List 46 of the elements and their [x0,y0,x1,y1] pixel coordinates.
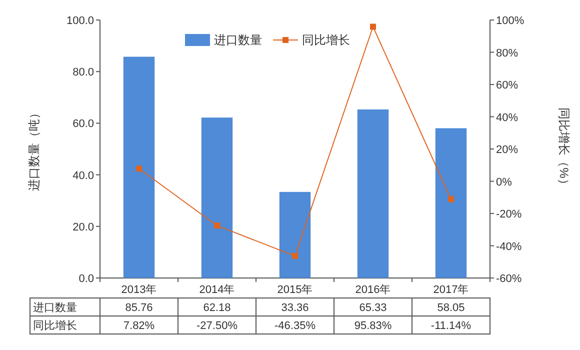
point [292,252,298,259]
y2-tick-label: 20% [496,144,518,156]
bar [357,109,389,278]
y-tick-label: 40.0 [72,170,94,182]
bar [435,128,467,278]
y-tick-label: 60.0 [72,118,94,130]
legend-label: 同比增长 [302,33,350,47]
text: 进口数量 [33,302,77,314]
y2-tick-label: 80% [496,47,518,60]
data-label: 58.05 [437,302,465,314]
data-label: 33.36 [281,302,309,314]
data-label: 65.33 [359,302,387,314]
bar [279,192,311,278]
x-tick-label: 2017年 [433,284,469,296]
y2-tick-label: -20% [496,208,522,220]
y2-tick-label: -60% [496,273,522,285]
data-label: -11.14% [430,320,472,332]
x-tick-label: 2013年 [121,284,157,296]
bar [201,118,233,278]
bar [123,56,155,278]
y-tick-label: 0.0 [78,273,94,285]
point [214,222,220,229]
y-tick-label: 100.0 [66,15,94,27]
data-label: 85.76 [125,302,153,314]
point [136,166,142,172]
point [448,196,454,202]
y2-axis-title: 同比增长（%） [557,108,571,190]
y-axis-title: 进口数量（吨） [27,107,41,191]
y-tick-label: 20.0 [72,221,94,234]
data-label: 62.18 [203,302,231,314]
y2-tick-label: 0% [496,176,512,188]
y2-tick-label: 100% [496,15,524,27]
x-tick-label: 2016年 [355,284,391,296]
y2-tick-label: 40% [496,112,518,124]
x-tick-label: 2014年 [199,284,235,296]
data-label: -27.50% [196,320,238,332]
y-tick-label: 80.0 [72,66,94,79]
text: 同比增长 [33,320,77,332]
legend-label: 进口数量 [214,33,262,47]
data-label: 95.83% [354,320,392,332]
x-tick-label: 2015年 [277,284,313,296]
y2-tick-label: 60% [496,80,518,92]
data-label: -46.35% [274,320,316,332]
point [370,24,376,30]
y2-tick-label: -40% [496,240,522,253]
data-label: 7.82% [123,320,155,332]
